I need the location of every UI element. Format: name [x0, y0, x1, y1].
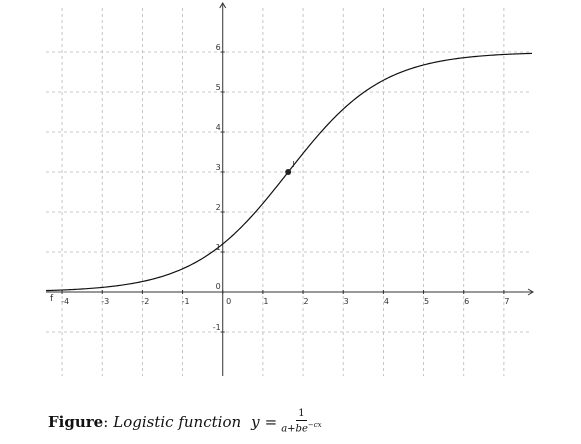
y-tick-label: 5	[216, 83, 221, 92]
x-tick-label: 1	[263, 297, 268, 306]
x-tick-label: 4	[384, 297, 389, 306]
x-tick-label: 2	[304, 297, 309, 306]
fraction-denominator: a+be−cx	[281, 421, 321, 434]
x-tick-label: -3	[101, 297, 109, 306]
x-tick-label: -4	[61, 297, 69, 306]
y-axis-arrow	[219, 2, 227, 9]
fraction-numerator: 1	[296, 408, 307, 422]
caption-title: Logistic function	[113, 413, 242, 431]
caption-figure-word: Figure	[48, 413, 104, 431]
x-tick-label: 3	[344, 297, 349, 306]
caption-fraction: 1 a+be−cx	[281, 409, 321, 434]
x-tick-label: 7	[504, 297, 509, 306]
x-tick-labels: -4 -3 -2 -1 0 1 2 3 4 5 6 7	[61, 297, 509, 306]
caption-eq-lhs: y	[251, 413, 260, 431]
y-tick-label: 4	[216, 123, 221, 132]
caption-eq-sign: =	[264, 413, 278, 431]
y-tick-label: 3	[216, 163, 221, 172]
y-tick-label: 0	[216, 282, 221, 291]
figure-caption: Figure: Logistic function y = 1 a+be−cx	[48, 408, 322, 436]
denominator-exponent: −cx	[307, 421, 322, 430]
x-axis-arrow	[527, 288, 534, 296]
y-tick-label: 6	[216, 43, 221, 52]
axes	[46, 2, 534, 376]
function-label: f	[50, 294, 54, 304]
inflection-point	[285, 169, 292, 175]
point-label: I	[292, 160, 294, 169]
x-tick-label: -1	[182, 297, 190, 306]
grid-lines	[46, 8, 532, 376]
y-tick-label: -1	[213, 323, 221, 332]
x-tick-label: 5	[424, 297, 429, 306]
y-tick-label: 2	[216, 203, 221, 212]
x-tick-label: 6	[464, 297, 469, 306]
caption-colon: :	[103, 413, 109, 431]
denominator-base: a+be	[281, 423, 308, 435]
x-tick-label: -2	[141, 297, 149, 306]
points: I	[285, 160, 295, 175]
x-tick-label: 0	[226, 297, 231, 306]
